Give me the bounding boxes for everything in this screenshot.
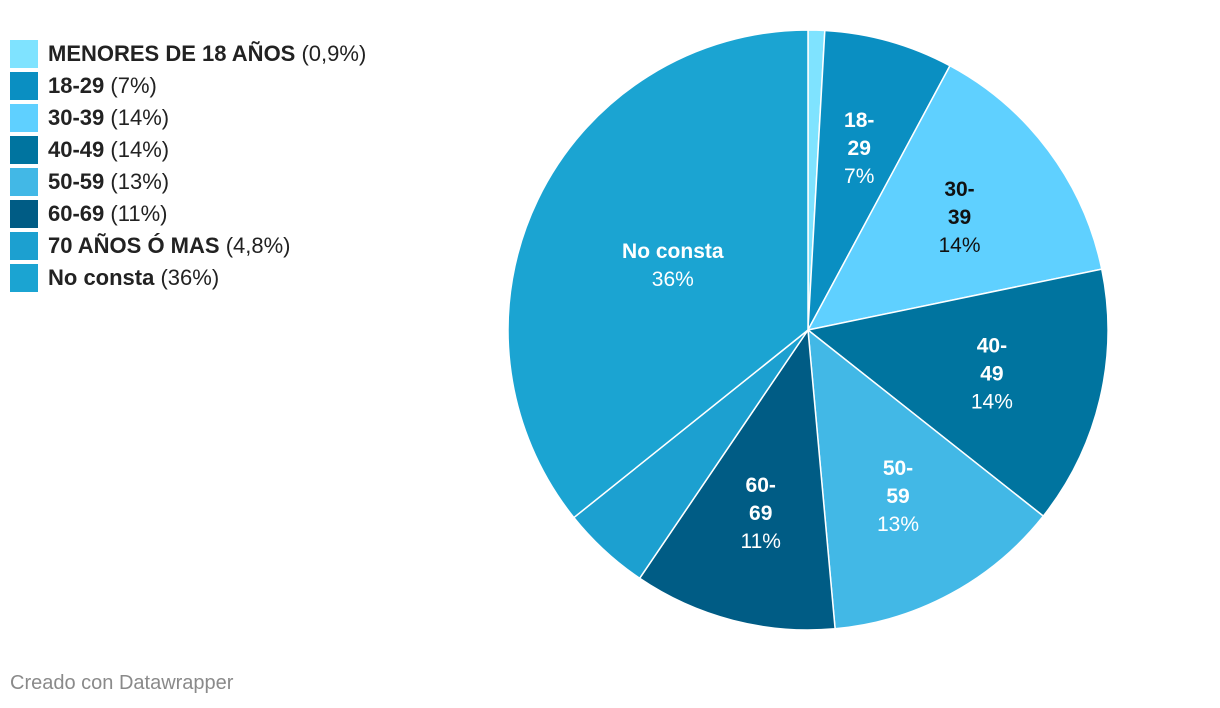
slice-label-pct: 14% — [938, 234, 980, 257]
slice-label: 18- 29 7% — [844, 109, 874, 188]
slice-label-pct: 7% — [844, 165, 874, 188]
slice-label-name: 49 — [980, 363, 1003, 386]
legend-text: 40-49 (14%) — [48, 137, 169, 163]
legend-item-name: 18-29 — [48, 73, 105, 98]
slice-label-name: 60- — [746, 474, 776, 497]
legend-item-pct: (14%) — [110, 137, 170, 162]
legend-item: MENORES DE 18 AÑOS (0,9%) — [10, 38, 366, 70]
legend-item: 60-69 (11%) — [10, 198, 366, 230]
pie-slice — [638, 327, 836, 631]
legend-swatch — [10, 136, 38, 164]
legend-swatch — [10, 72, 38, 100]
legend-swatch — [10, 264, 38, 292]
legend-swatch — [10, 168, 38, 196]
legend-swatch — [10, 40, 38, 68]
slice-label-name: 40- — [977, 335, 1007, 358]
legend-item-pct: (14%) — [110, 105, 170, 130]
legend-item-pct: (13%) — [110, 169, 170, 194]
legend-text: 60-69 (11%) — [48, 201, 167, 227]
slice-label: 40- 49 14% — [971, 335, 1013, 414]
legend-text: 30-39 (14%) — [48, 105, 169, 131]
legend-item-name: 60-69 — [48, 201, 105, 226]
slice-label-pct: 11% — [740, 530, 780, 553]
slice-label-name: 50- — [883, 457, 913, 480]
legend-item-pct: (11%) — [110, 201, 168, 226]
slice-label-pct: 13% — [877, 513, 919, 536]
footer-credit: Creado con Datawrapper — [10, 672, 234, 694]
legend-item: 50-59 (13%) — [10, 166, 366, 198]
legend-item-name: 50-59 — [48, 169, 105, 194]
slice-label-name: No consta — [622, 240, 724, 263]
slice-label: 50- 59 13% — [877, 457, 919, 536]
pie-slice — [806, 268, 1109, 518]
legend-swatch — [10, 104, 38, 132]
slice-label-name: 39 — [948, 206, 971, 229]
slice-label-name: 59 — [886, 485, 909, 508]
slice-label-pct: 36% — [652, 268, 694, 291]
legend-item-pct: (0,9%) — [301, 41, 367, 66]
slice-label-name: 30- — [944, 178, 974, 201]
slice-label: No consta 36% — [622, 240, 724, 291]
legend-item-name: No consta — [48, 265, 155, 290]
legend-text: 18-29 (7%) — [48, 73, 157, 99]
legend-item-pct: (4,8%) — [225, 233, 291, 258]
legend-item-name: 40-49 — [48, 137, 105, 162]
legend-text: 70 AÑOS Ó MAS (4,8%) — [48, 233, 290, 259]
pie-slice — [806, 64, 1103, 332]
legend-text: MENORES DE 18 AÑOS (0,9%) — [48, 41, 366, 67]
legend-item: 70 AÑOS Ó MAS (4,8%) — [10, 230, 366, 262]
slice-label: 30- 39 14% — [938, 178, 980, 257]
legend-text: No consta (36%) — [48, 265, 219, 291]
slice-label: 60- 69 11% — [740, 474, 780, 553]
legend-item: No consta (36%) — [10, 262, 366, 294]
legend-item: 40-49 (14%) — [10, 134, 366, 166]
legend-item-pct: (36%) — [160, 265, 220, 290]
legend-swatch — [10, 232, 38, 260]
pie-slice — [807, 29, 951, 331]
chart-legend: MENORES DE 18 AÑOS (0,9%) 18-29 (7%) 30-… — [10, 38, 366, 294]
legend-item-name: 30-39 — [48, 105, 105, 130]
legend-item-name: 70 AÑOS Ó MAS — [48, 233, 220, 258]
legend-text: 50-59 (13%) — [48, 169, 169, 195]
slice-label-name: 29 — [848, 137, 871, 160]
legend-item-pct: (7%) — [110, 73, 157, 98]
legend-item-name: MENORES DE 18 AÑOS — [48, 41, 296, 66]
slice-label-name: 69 — [749, 502, 772, 525]
pie-slice — [507, 29, 809, 519]
legend-item: 30-39 (14%) — [10, 102, 366, 134]
legend-swatch — [10, 200, 38, 228]
pie-slice — [807, 328, 1045, 630]
slice-label-pct: 14% — [971, 391, 1013, 414]
legend-item: 18-29 (7%) — [10, 70, 366, 102]
slice-label-name: 18- — [844, 109, 874, 132]
